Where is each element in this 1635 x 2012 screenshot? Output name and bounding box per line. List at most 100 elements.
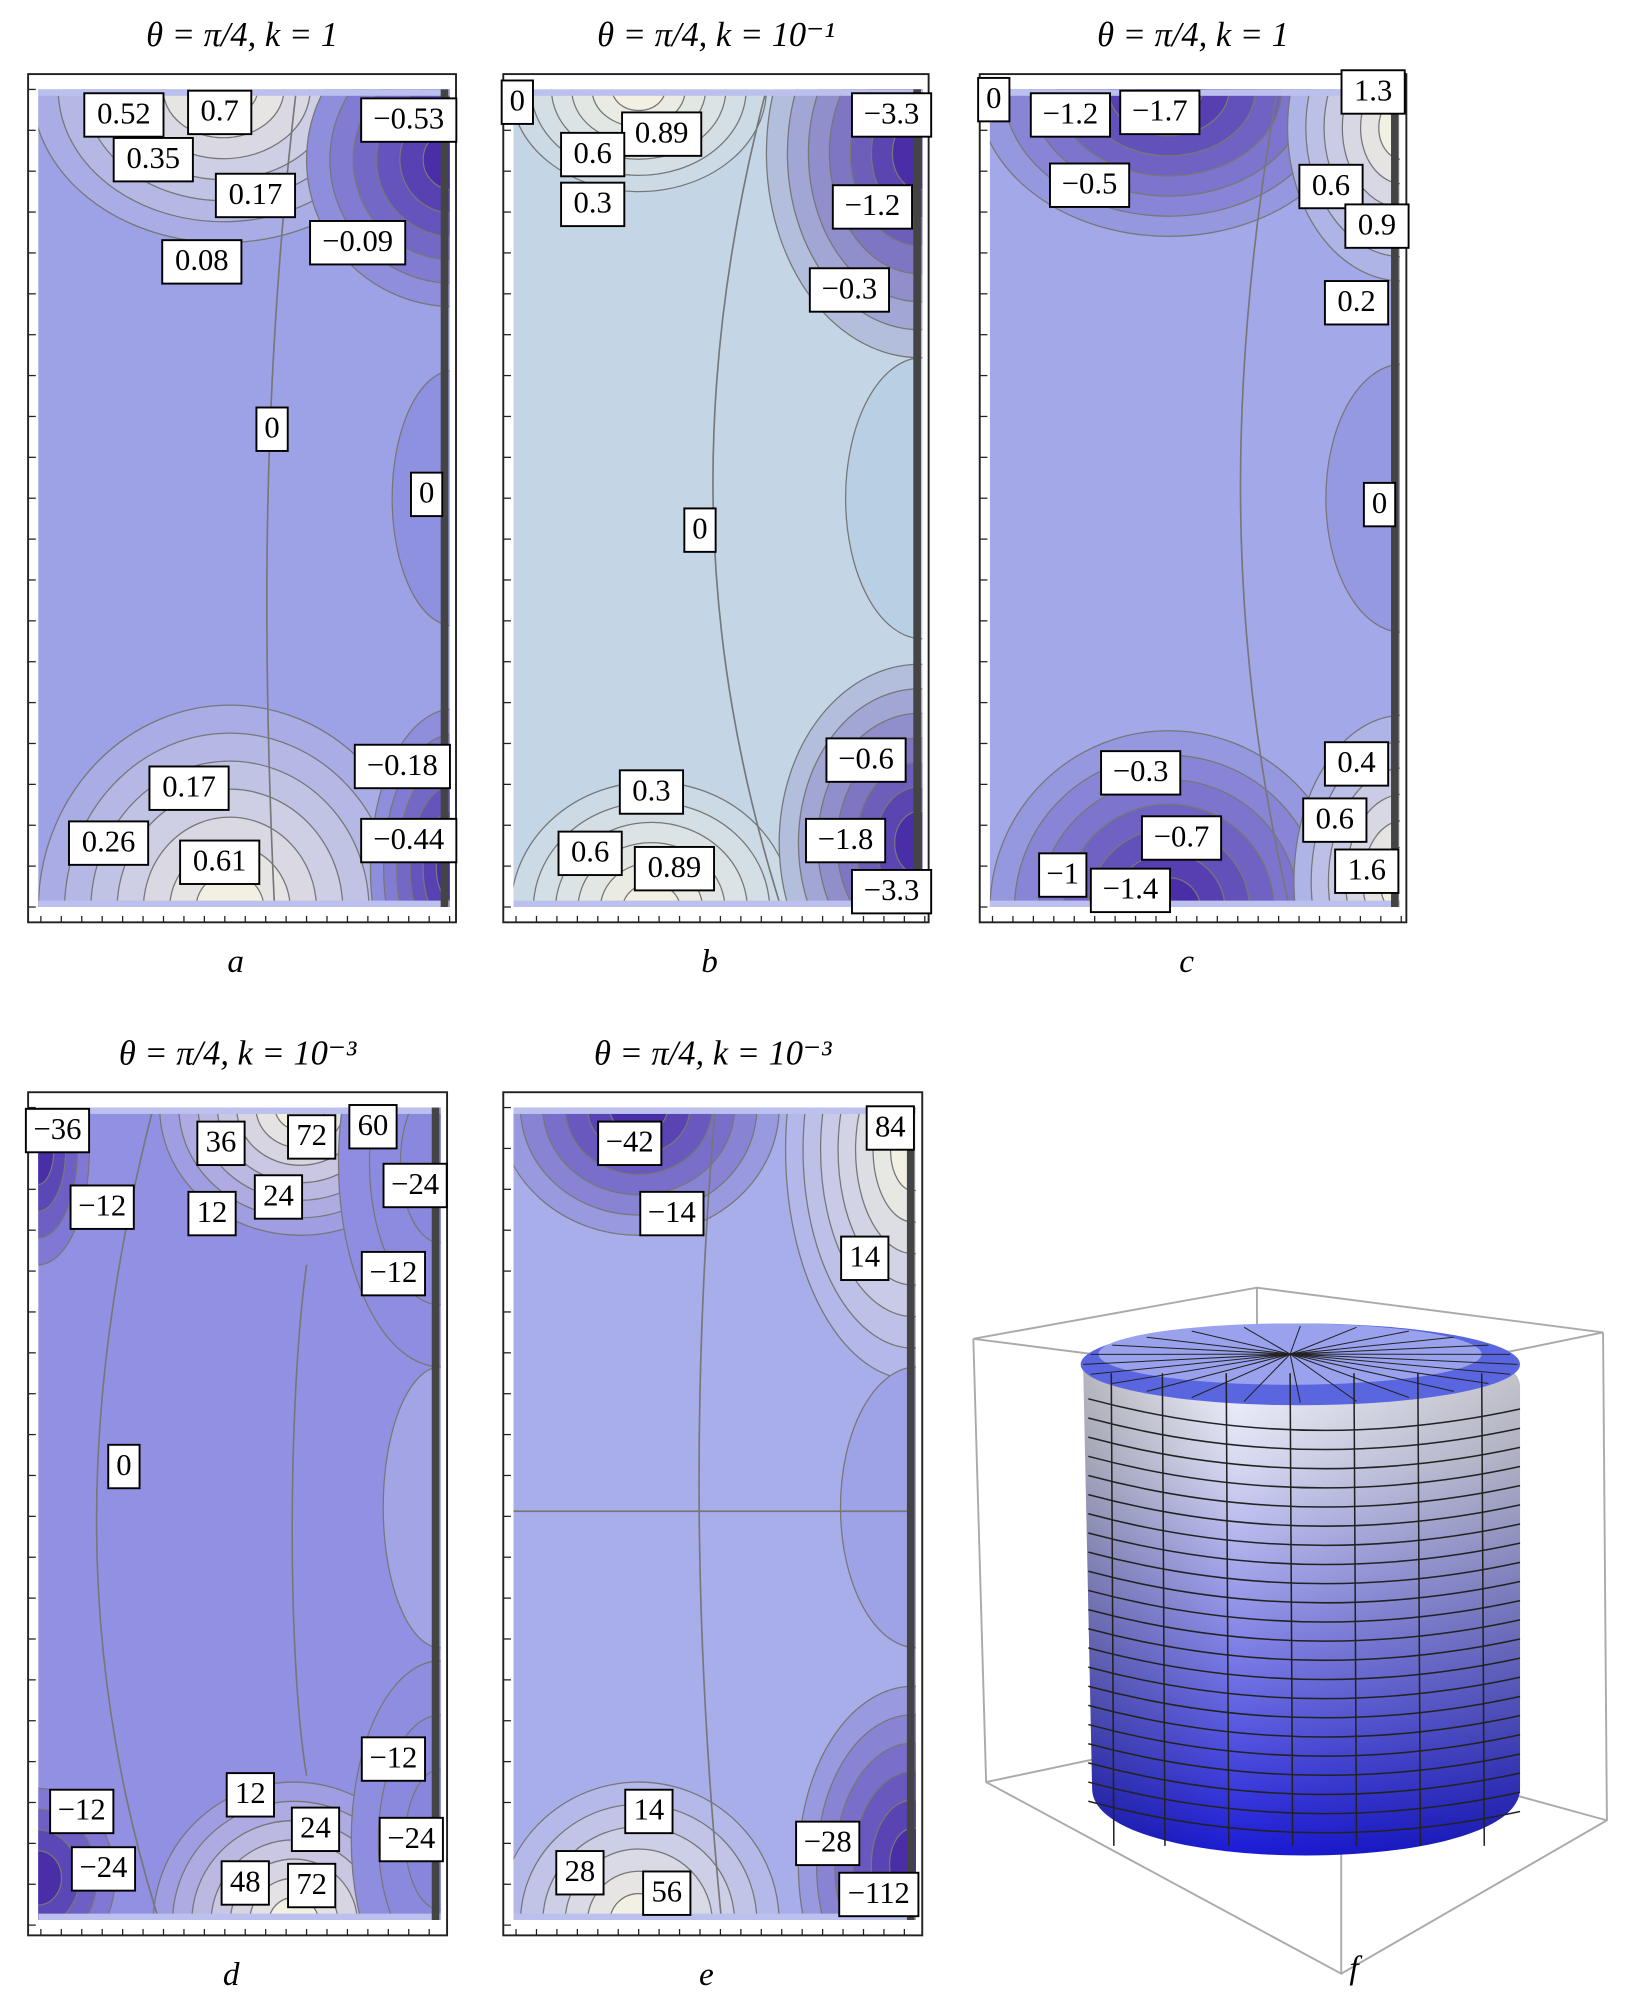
contour-label: 12 [197,1195,228,1229]
contour-label: 0 [264,411,279,445]
label-box [1298,163,1364,210]
contour-label: 0.52 [97,96,151,130]
label-box [1323,280,1390,326]
label-box [179,839,261,885]
panel-caption: e [699,1956,714,1993]
label-box [360,97,458,143]
mesh-line [1088,1781,1521,1815]
contour-label: 56 [651,1875,682,1909]
mesh-line [1290,1353,1511,1375]
contour-label: 0 [116,1448,131,1482]
contour-label: 72 [296,1118,327,1152]
contour-label: 0.3 [574,186,612,220]
panel-caption: a [227,943,244,980]
label-box [597,1120,663,1167]
contour-label: −24 [387,1821,435,1855]
contour-label: −0.6 [838,741,894,775]
panel-title: θ = π/4, k = 1 [1097,16,1289,54]
label-box [353,743,451,790]
label-box [70,1846,137,1892]
label-box [187,1190,237,1237]
contour-label: −42 [606,1125,654,1159]
mesh-line [1191,1353,1291,1398]
contour-label: 0.61 [193,844,247,878]
contour-label: −0.09 [322,224,393,258]
label-box [500,79,534,125]
contour-label: 1.3 [1354,73,1392,107]
label-box [290,1806,341,1852]
label-box [382,1162,448,1209]
label-box [196,1120,246,1167]
mesh-line [1088,1742,1521,1776]
label-box [621,111,703,157]
cylinder-plot [972,1286,1608,1976]
label-box [214,172,297,219]
mesh-line [1112,1353,1291,1384]
contour-line [291,1264,308,1776]
label-box [633,845,715,892]
label-box [287,1862,337,1909]
mesh-line [1290,1353,1518,1365]
label-box [808,267,890,313]
mesh-line [1090,1353,1291,1375]
contour-label: 0.26 [82,824,136,858]
mesh-line [1289,1326,1357,1355]
label-box [309,220,407,266]
edge-band [38,900,450,907]
label-box [555,1850,605,1896]
mesh-line [1088,1762,1521,1796]
contour-label: −112 [848,1876,910,1910]
label-box [1089,867,1172,914]
contour-label: −12 [369,1255,417,1289]
contour-line [1239,89,1291,907]
label-box [639,1190,705,1237]
contours [989,89,1400,907]
contour-label: 0.89 [635,115,689,149]
contour-label: −12 [78,1189,126,1223]
mesh-line [1417,1373,1422,1846]
mesh-line [1289,1354,1301,1403]
contour-label: −0.5 [1062,167,1118,201]
contour-label: 24 [300,1811,331,1845]
label-box [795,1820,861,1867]
edge-band [913,89,921,907]
mesh-line [1161,1373,1166,1846]
mesh-line [1290,1336,1454,1355]
contour-label: 84 [875,1109,906,1143]
contour-label: −12 [58,1793,106,1827]
panel-caption: c [1179,943,1194,980]
contour-label: 72 [296,1867,327,1901]
label-box [618,769,685,815]
contour-plot: −42 84 −14 14 14 −28 28 56 −112 [502,1091,924,1937]
panel-caption: d [223,1956,240,1993]
mesh-line [1289,1325,1301,1355]
contour-label: −1 [1046,856,1079,890]
panel-title: θ = π/4, k = 1 [146,16,338,54]
contour-label: 1.6 [1348,853,1386,887]
label-box [1334,848,1400,894]
contour-label: −14 [648,1195,696,1229]
contour-label: −1.2 [845,188,901,222]
contour-label: 12 [235,1776,266,1810]
label-box [1344,203,1410,249]
edge-band [989,900,1400,907]
label-box [83,92,165,138]
label-box [348,1104,398,1150]
mesh-line [1243,1326,1291,1355]
contour-label: 0.2 [1337,284,1375,318]
contours [513,1107,916,1921]
label-box [24,1107,91,1154]
label-box [1323,741,1390,787]
label-box [560,131,626,178]
label-box [255,406,289,452]
label-box [805,817,887,864]
contour-label: 0.9 [1358,207,1396,241]
contour-label: 0.6 [574,136,612,170]
mesh-line [1088,1647,1521,1681]
contour-label: 0.17 [162,770,216,804]
contour-label: −0.53 [373,101,444,135]
edge-band [431,1107,440,1921]
contour-label: 0 [419,476,434,510]
contour-label: 0.35 [126,141,180,175]
